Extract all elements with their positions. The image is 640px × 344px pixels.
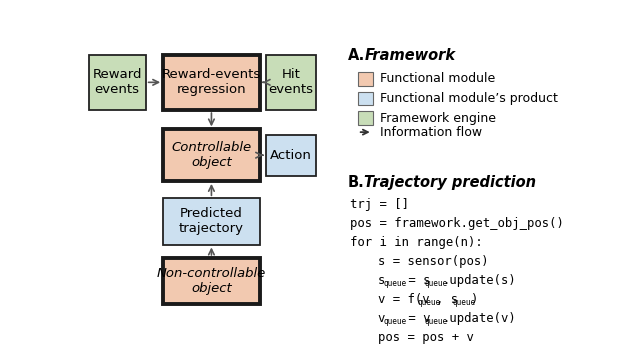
Text: s: s	[378, 274, 385, 287]
FancyBboxPatch shape	[266, 54, 316, 110]
Text: trj = []: trj = []	[350, 197, 410, 211]
FancyBboxPatch shape	[163, 258, 260, 304]
Text: queue: queue	[424, 279, 447, 288]
Text: Functional module: Functional module	[380, 72, 495, 85]
FancyBboxPatch shape	[358, 111, 372, 125]
Text: pos = pos + v: pos = pos + v	[378, 331, 474, 344]
Text: Framework: Framework	[364, 48, 455, 63]
Text: queue: queue	[383, 279, 406, 288]
Text: v = f(v: v = f(v	[378, 293, 429, 306]
Text: Non-controllable
object: Non-controllable object	[157, 267, 266, 295]
Text: Hit
events: Hit events	[268, 68, 314, 96]
Text: Functional module’s product: Functional module’s product	[380, 92, 558, 105]
Text: , s: , s	[436, 293, 458, 306]
Text: queue: queue	[424, 317, 447, 326]
FancyBboxPatch shape	[358, 72, 372, 86]
Text: for i in range(n):: for i in range(n):	[350, 236, 483, 249]
Text: v: v	[378, 312, 385, 325]
Text: Controllable
object: Controllable object	[172, 141, 252, 169]
Text: = s: = s	[401, 274, 431, 287]
Text: Reward
events: Reward events	[92, 68, 142, 96]
Text: Action: Action	[270, 149, 312, 162]
FancyBboxPatch shape	[89, 54, 146, 110]
FancyBboxPatch shape	[266, 135, 316, 176]
Text: Trajectory prediction: Trajectory prediction	[364, 175, 536, 190]
FancyBboxPatch shape	[163, 129, 260, 181]
FancyBboxPatch shape	[358, 92, 372, 105]
Text: queue: queue	[383, 317, 406, 326]
Text: A.: A.	[348, 48, 365, 63]
Text: ): )	[470, 293, 478, 306]
Text: s = sensor(pos): s = sensor(pos)	[378, 255, 488, 268]
Text: Reward-events
regression: Reward-events regression	[162, 68, 261, 96]
Text: Framework engine: Framework engine	[380, 112, 496, 125]
FancyBboxPatch shape	[163, 198, 260, 245]
Text: .update(s): .update(s)	[442, 274, 516, 287]
Text: = v: = v	[401, 312, 431, 325]
Text: Predicted
trajectory: Predicted trajectory	[179, 207, 244, 235]
FancyBboxPatch shape	[163, 54, 260, 110]
Text: queue: queue	[418, 298, 441, 307]
Text: queue: queue	[452, 298, 476, 307]
Text: pos = framework.get_obj_pos(): pos = framework.get_obj_pos()	[350, 217, 564, 230]
Text: .update(v): .update(v)	[442, 312, 516, 325]
Text: B.: B.	[348, 175, 365, 190]
Text: Information flow: Information flow	[380, 126, 482, 139]
